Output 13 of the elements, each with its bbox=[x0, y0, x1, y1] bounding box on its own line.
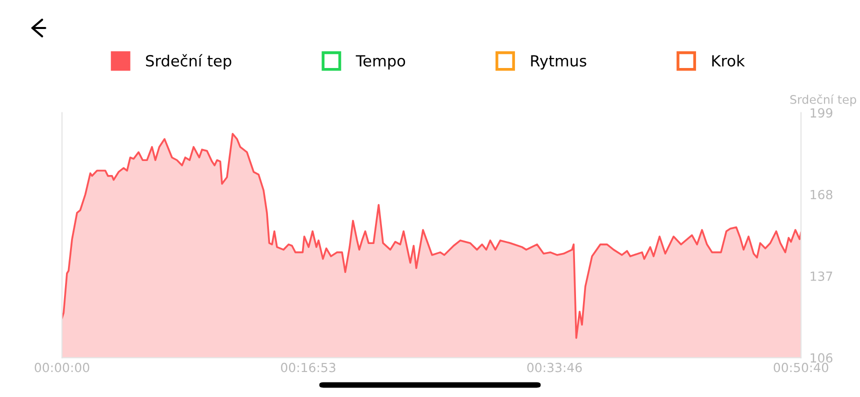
y-tick-label: 199 bbox=[810, 108, 832, 118]
legend-label: Krok bbox=[712, 54, 745, 67]
legend-label: Tempo bbox=[356, 55, 406, 70]
legend-label: Srdeční tep bbox=[146, 54, 232, 70]
y-tick-label: 137 bbox=[810, 272, 832, 281]
x-tick-label: 00:33:46 bbox=[527, 362, 582, 372]
y-tick-label: 106 bbox=[810, 353, 832, 363]
x-tick-label: 00:50:40 bbox=[774, 362, 828, 372]
y-tick-label: 168 bbox=[810, 190, 832, 200]
legend-label: Rytmus bbox=[531, 55, 586, 70]
x-tick-label: 00:00:00 bbox=[34, 362, 90, 372]
y-axis-title: Srdeční tep bbox=[790, 94, 856, 106]
x-tick-label: 00:16:53 bbox=[281, 362, 336, 372]
